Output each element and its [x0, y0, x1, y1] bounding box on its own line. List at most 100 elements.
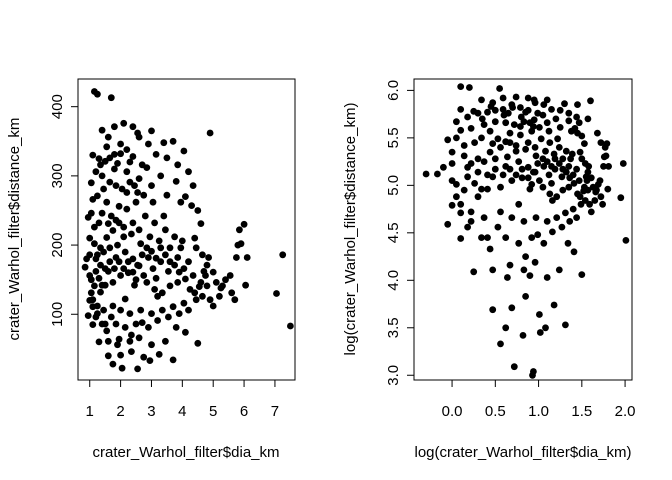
- scatter-point: [123, 189, 131, 196]
- scatter-point: [524, 94, 532, 102]
- scatter-point: [444, 136, 452, 144]
- scatter-point: [157, 244, 165, 252]
- scatter-point: [163, 154, 171, 162]
- scatter-point: [524, 106, 532, 114]
- scatter-point: [145, 324, 152, 331]
- scatter-point: [575, 177, 583, 185]
- y-tick-label: 200: [49, 233, 66, 258]
- scatter-point: [497, 144, 504, 151]
- scatter-point: [576, 193, 584, 201]
- scatter-point: [175, 310, 183, 317]
- scatter-point: [448, 160, 456, 167]
- scatter-point: [273, 290, 280, 297]
- scatter-point: [206, 129, 214, 137]
- y-axis: 100 200 300 400: [49, 94, 79, 327]
- scatter-point: [480, 158, 488, 166]
- scatter-point: [199, 292, 206, 300]
- scatter-point: [154, 292, 162, 300]
- scatter-point: [604, 185, 612, 193]
- scatter-point: [109, 360, 117, 368]
- scatter-point: [117, 140, 124, 148]
- scatter-point: [568, 127, 575, 135]
- scatter-point: [109, 302, 117, 310]
- scatter-point: [160, 212, 168, 220]
- scatter-point: [152, 151, 160, 158]
- y-tick-label: 5.0: [385, 175, 402, 196]
- scatter-point: [149, 198, 157, 206]
- scatter-point: [599, 200, 606, 208]
- scatter-point: [129, 123, 137, 131]
- scatter-point: [143, 279, 151, 286]
- scatter-point: [121, 248, 129, 256]
- scatter-point: [174, 254, 182, 261]
- scatter-point: [559, 186, 567, 194]
- scatter-point: [165, 313, 172, 321]
- scatter-point: [98, 320, 106, 328]
- scatter-point: [86, 251, 94, 259]
- scatter-point: [112, 216, 120, 224]
- scatter-point: [162, 337, 169, 345]
- scatter-point: [531, 144, 539, 151]
- scatter-point: [536, 124, 543, 131]
- scatter-point: [135, 133, 143, 141]
- scatter-point: [131, 182, 138, 190]
- scatter-point: [578, 132, 586, 140]
- scatter-point: [169, 303, 177, 311]
- scatter-point: [126, 158, 134, 166]
- scatter-point: [457, 83, 465, 90]
- scatter-point: [619, 160, 627, 167]
- scatter-point: [508, 214, 516, 222]
- scatter-point: [543, 158, 551, 166]
- scatter-point: [453, 193, 460, 201]
- scatter-point: [219, 282, 226, 290]
- scatter-point: [135, 334, 143, 342]
- scatter-point: [491, 165, 499, 173]
- scatter-point: [574, 101, 581, 108]
- scatter-point: [197, 279, 205, 286]
- scatter-point: [100, 306, 107, 314]
- scatter-point: [555, 160, 563, 167]
- scatter-point: [549, 228, 556, 236]
- scatter-point: [474, 193, 482, 201]
- scatter-point: [149, 265, 157, 272]
- scatter-point: [600, 153, 608, 161]
- y-tick-label: 3.0: [385, 365, 402, 386]
- scatter-point: [539, 111, 547, 119]
- scatter-point: [546, 190, 554, 198]
- scatter-point: [554, 135, 561, 143]
- scatter-point: [478, 115, 486, 123]
- scatter-point: [114, 241, 121, 249]
- scatter-point: [228, 289, 236, 297]
- scatter-point: [489, 140, 497, 148]
- scatter-point: [112, 182, 120, 190]
- scatter-point: [528, 181, 536, 188]
- scatter-point: [531, 258, 539, 266]
- scatter-point: [194, 339, 202, 347]
- scatter-point: [524, 163, 532, 171]
- x-tick-label: 1: [86, 403, 94, 420]
- scatter-point: [98, 209, 106, 217]
- scatter-point: [118, 364, 126, 372]
- x-tick-label: 0.5: [485, 403, 506, 420]
- scatter-point: [543, 96, 551, 104]
- scatter-point: [95, 338, 103, 346]
- scatter-point: [491, 155, 499, 163]
- scatter-point: [542, 324, 549, 332]
- scatter-point: [129, 219, 137, 227]
- scatter-point: [242, 281, 250, 289]
- scatter-point: [532, 152, 540, 160]
- scatter-point: [508, 101, 516, 108]
- scatter-point: [581, 197, 589, 204]
- scatter-point: [578, 271, 586, 278]
- scatter-point: [497, 340, 504, 348]
- scatter-point: [123, 205, 131, 213]
- scatter-point: [171, 233, 179, 241]
- scatter-point: [222, 276, 229, 284]
- scatter-point: [515, 158, 523, 166]
- scatter-point: [157, 258, 165, 266]
- scatter-points: [422, 83, 630, 379]
- scatter-point: [140, 272, 148, 279]
- scatter-point: [112, 320, 120, 328]
- scatter-point: [556, 106, 564, 114]
